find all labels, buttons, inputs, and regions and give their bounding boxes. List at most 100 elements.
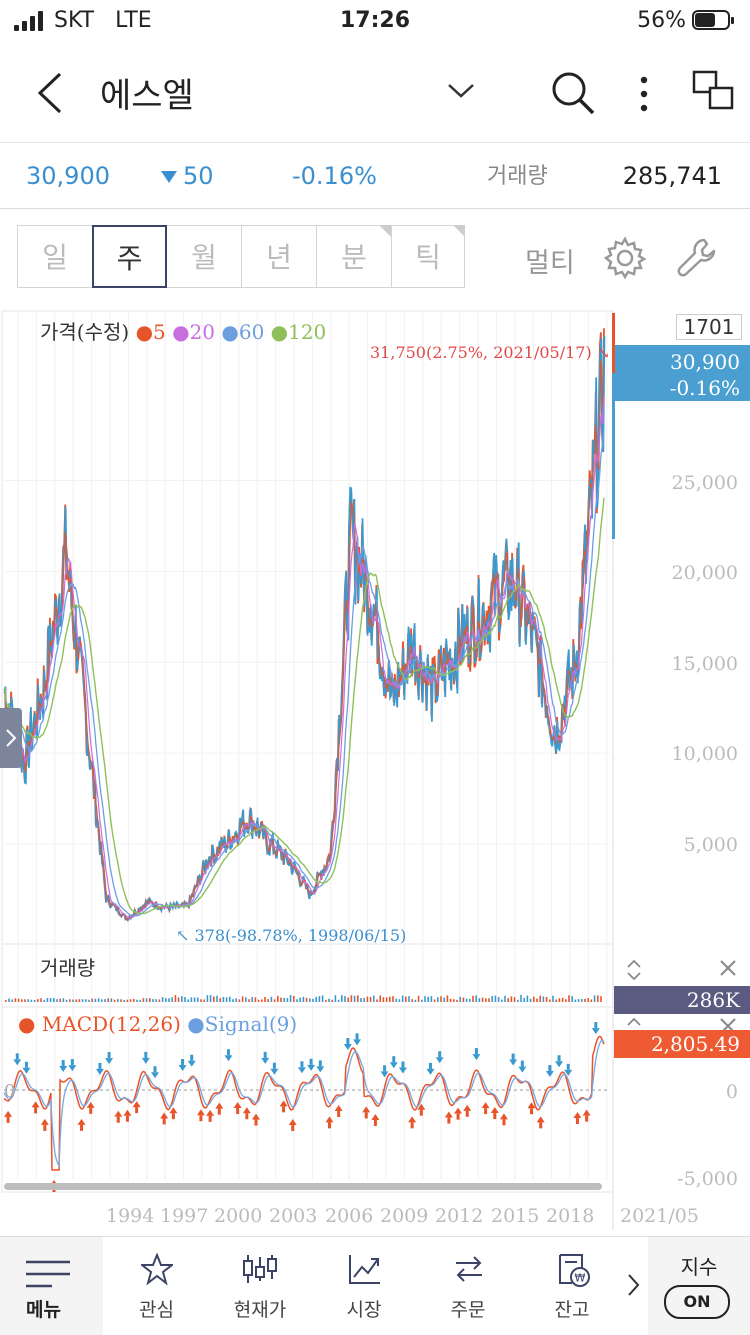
low-note-text: 378(-98.78%, 1998/06/15) [194, 926, 407, 945]
volume-bar [193, 997, 196, 1002]
volume-bar [331, 999, 333, 1002]
volume-bar [318, 996, 321, 1002]
volume-bar [145, 998, 148, 1002]
volume-bar [590, 999, 593, 1002]
reorder-icon[interactable] [626, 958, 642, 982]
signal-arrow-stem [337, 1111, 341, 1118]
macd-badge: 2,805.49 [614, 1030, 750, 1058]
volume-bar [366, 996, 369, 1002]
volume-bar [235, 998, 237, 1002]
index-on-toggle[interactable]: ON [664, 1285, 730, 1319]
signal-arrow-stem [401, 1061, 405, 1068]
volume-bar [398, 999, 401, 1002]
volume-bar [328, 998, 330, 1002]
volume-bar [353, 995, 356, 1002]
buy-signal-arrow [371, 1113, 380, 1120]
search-icon[interactable] [550, 70, 596, 116]
volume-bar [65, 999, 68, 1002]
sell-signal-arrow [270, 1068, 279, 1075]
ma60-dot: ● [221, 320, 239, 344]
volume-bar [107, 998, 109, 1002]
signal-arrow-stem [327, 1122, 331, 1129]
y-tick-25000: 25,000 [671, 472, 738, 494]
signal-arrow-stem [208, 1115, 212, 1122]
tab-tick[interactable]: 틱 [391, 225, 465, 288]
ma20-dot: ● [172, 320, 190, 344]
buy-signal-arrow [242, 1107, 251, 1114]
signal-arrow-stem [254, 1119, 258, 1126]
volume-bar [446, 995, 449, 1002]
nav-balance[interactable]: ₩ 잔고 [520, 1237, 624, 1335]
multi-button[interactable]: 멀티 [525, 248, 575, 279]
macd-legend: ● MACD(12,26) ●Signal(9) [18, 1012, 297, 1036]
back-arrow-icon[interactable] [34, 70, 66, 116]
volume-bar [494, 995, 497, 1002]
buy-signal-arrow [169, 1107, 178, 1114]
volume-bar [229, 996, 231, 1002]
moving-average-line [3, 497, 605, 915]
volume-bar [190, 997, 193, 1002]
signal-arrow-stem [107, 1052, 111, 1059]
sell-signal-arrow [151, 1072, 160, 1079]
nav-favorites[interactable]: 관심 [105, 1237, 208, 1335]
signal-arrow-stem [520, 1060, 524, 1067]
volume-bar [139, 999, 141, 1002]
chevron-down-icon[interactable] [447, 82, 475, 100]
badge-pct: -0.16% [669, 376, 740, 400]
sell-signal-arrow [398, 1067, 407, 1074]
wrench-icon[interactable] [676, 236, 720, 280]
chart-scrollbar[interactable] [4, 1183, 602, 1190]
tab-year[interactable]: 년 [241, 225, 317, 288]
chevron-right-icon[interactable] [626, 1273, 640, 1297]
receipt-won-icon: ₩ [559, 1254, 590, 1287]
more-vertical-icon[interactable] [636, 74, 652, 114]
volume-bar [11, 999, 13, 1002]
nav-balance-label: 잔고 [554, 1299, 590, 1321]
star-icon [141, 1253, 173, 1285]
gear-icon[interactable] [603, 236, 647, 280]
volume-bar [85, 999, 87, 1002]
window-switch-icon[interactable] [692, 70, 736, 112]
volume-bar [312, 998, 314, 1002]
svg-text:₩: ₩ [575, 1272, 586, 1285]
buy-signal-arrow [536, 1116, 545, 1123]
buy-signal-arrow [77, 1118, 86, 1125]
y-tick-5000: 5,000 [683, 834, 738, 856]
nav-market[interactable]: 시장 [312, 1237, 416, 1335]
sell-signal-arrow [187, 1060, 196, 1067]
tab-week[interactable]: 주 [92, 225, 167, 288]
count-badge: 1701 [676, 314, 742, 340]
volume-bar [257, 999, 260, 1002]
volume-bar [337, 999, 340, 1002]
buy-signal-arrow [325, 1116, 334, 1123]
volume-bar [469, 998, 471, 1002]
signal-arrow-stem [530, 1108, 534, 1115]
sell-signal-arrow [307, 1064, 316, 1071]
signal-arrow-stem [34, 1107, 38, 1114]
volume-bar [309, 998, 311, 1002]
arrow-up-left-icon: ↖ [176, 926, 195, 945]
macd-y-tick-neg5000: -5,000 [677, 1168, 738, 1190]
buy-signal-arrow [114, 1110, 123, 1117]
ma120-dot: ● [270, 320, 289, 344]
side-expand-handle[interactable] [0, 708, 22, 768]
volume-bar [30, 999, 33, 1002]
nav-menu[interactable]: 메뉴 [0, 1237, 103, 1335]
nav-current-price[interactable]: 현재가 [208, 1237, 312, 1335]
signal-arrow-stem [355, 1033, 359, 1040]
nav-market-label: 시장 [346, 1299, 382, 1321]
nav-order[interactable]: 주문 [416, 1237, 520, 1335]
close-icon[interactable] [718, 958, 738, 978]
volume-bar [296, 999, 298, 1002]
volume-bar [449, 998, 452, 1002]
volume-bar [267, 999, 269, 1002]
tab-day[interactable]: 일 [17, 225, 93, 288]
volume-bar [536, 998, 538, 1002]
volume-bar [481, 997, 484, 1002]
volume-bar [209, 995, 212, 1002]
stock-chart[interactable] [0, 0, 750, 1236]
volume-bar [43, 999, 45, 1002]
volume-bar [376, 999, 378, 1002]
sell-signal-arrow [59, 1065, 68, 1072]
signal-arrow-stem [171, 1113, 175, 1120]
